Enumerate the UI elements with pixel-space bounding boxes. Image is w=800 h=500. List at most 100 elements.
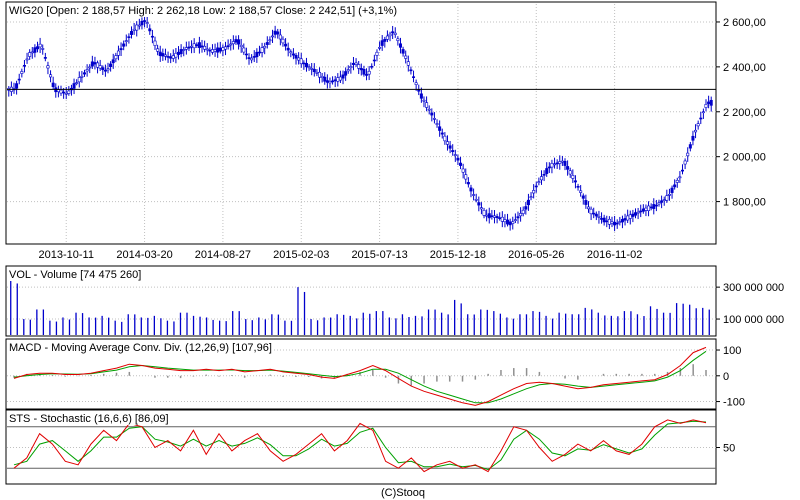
macd-line	[13, 346, 707, 406]
candle	[419, 87, 423, 103]
price-panel: WIG20 [Open: 2 188,57 High: 2 262,18 Low…	[5, 1, 766, 261]
candle	[77, 71, 81, 88]
candle	[406, 55, 410, 72]
candle	[344, 67, 348, 81]
candle	[229, 39, 233, 51]
candle	[378, 41, 382, 51]
macd-panel: MACD - Moving Average Conv. Div. (12,26,…	[5, 338, 745, 410]
candle	[474, 193, 478, 203]
candle	[620, 215, 624, 229]
candle	[20, 68, 24, 78]
candle	[36, 41, 40, 53]
candle	[328, 77, 332, 89]
candle	[526, 193, 530, 211]
candle	[571, 169, 575, 183]
candle	[398, 37, 402, 54]
candle	[304, 57, 308, 72]
candle	[443, 132, 447, 145]
footer-credit: (C)Stooq	[381, 487, 425, 499]
candle	[597, 210, 601, 224]
candle	[268, 36, 272, 45]
candle	[179, 44, 183, 58]
candle	[137, 18, 141, 30]
candle	[111, 53, 115, 69]
candle	[203, 40, 207, 53]
candle	[686, 147, 690, 162]
volume-y-tick-label: 300 000 000	[723, 282, 784, 294]
candle	[250, 54, 254, 64]
candle	[409, 66, 413, 75]
candle	[349, 62, 353, 74]
price-y-tick-label: 1 800,00	[723, 197, 766, 209]
price-x-tick-label: 2016-05-26	[508, 249, 564, 261]
candle	[130, 26, 134, 39]
candle	[602, 214, 606, 226]
candle	[513, 213, 517, 224]
candle	[67, 86, 71, 96]
candle	[51, 76, 55, 90]
macd-y-tick-label: 0	[723, 371, 729, 383]
candle	[341, 70, 345, 85]
candle	[445, 135, 449, 151]
price-y-tick-label: 2 400,00	[723, 62, 766, 74]
price-y-tick-label: 2 200,00	[723, 107, 766, 119]
candle	[263, 42, 267, 55]
candle	[281, 36, 285, 47]
candle	[412, 70, 416, 83]
candle	[237, 35, 241, 50]
candle	[633, 208, 637, 219]
candle	[477, 196, 481, 212]
candle	[691, 130, 695, 146]
candle	[694, 124, 698, 139]
candle	[98, 59, 102, 71]
price-y-tick-label: 2 000,00	[723, 152, 766, 164]
candle	[558, 155, 562, 170]
candle	[260, 42, 264, 58]
candle	[224, 41, 228, 56]
candle	[312, 63, 316, 77]
candle	[357, 60, 361, 75]
candle	[294, 52, 298, 65]
candle	[338, 70, 342, 84]
candle	[318, 67, 322, 84]
candle	[101, 65, 105, 75]
candle	[323, 72, 327, 85]
candle	[680, 164, 684, 175]
candle	[226, 39, 230, 50]
candle	[96, 60, 100, 74]
price-x-tick-label: 2013-10-11	[38, 249, 93, 261]
candle	[124, 34, 128, 47]
candle	[427, 105, 431, 115]
candle	[156, 44, 160, 56]
candle	[519, 207, 523, 222]
candle	[286, 42, 290, 57]
candle	[385, 30, 389, 43]
candle	[145, 16, 149, 28]
candle	[244, 47, 248, 60]
candle	[568, 167, 572, 178]
candle	[688, 141, 692, 152]
candle	[657, 199, 661, 207]
candle	[573, 175, 577, 189]
candle	[182, 46, 186, 57]
candle	[59, 85, 63, 96]
candle	[365, 68, 369, 81]
candle	[670, 185, 674, 199]
candle	[33, 44, 37, 58]
candle	[41, 44, 45, 55]
title-bg	[7, 340, 272, 354]
candle	[362, 65, 366, 77]
candle	[284, 38, 288, 51]
candle	[466, 177, 470, 188]
candle	[242, 43, 246, 55]
volume-title: VOL - Volume [74 475 260]	[9, 269, 141, 281]
candle	[383, 36, 387, 48]
volume-panel: VOL - Volume [74 475 260] 300 000 000 100…	[5, 265, 784, 337]
candle	[187, 41, 191, 52]
candle	[72, 78, 76, 95]
price-title: WIG20 [Open: 2 188,57 High: 2 262,18 Low…	[9, 5, 397, 17]
candle	[696, 120, 700, 130]
price-x-tick-label: 2015-07-13	[351, 249, 407, 261]
candle	[174, 47, 178, 64]
stochastic-panel: STS - Stochastic (16,6,6) [86,09] 50	[5, 409, 735, 485]
